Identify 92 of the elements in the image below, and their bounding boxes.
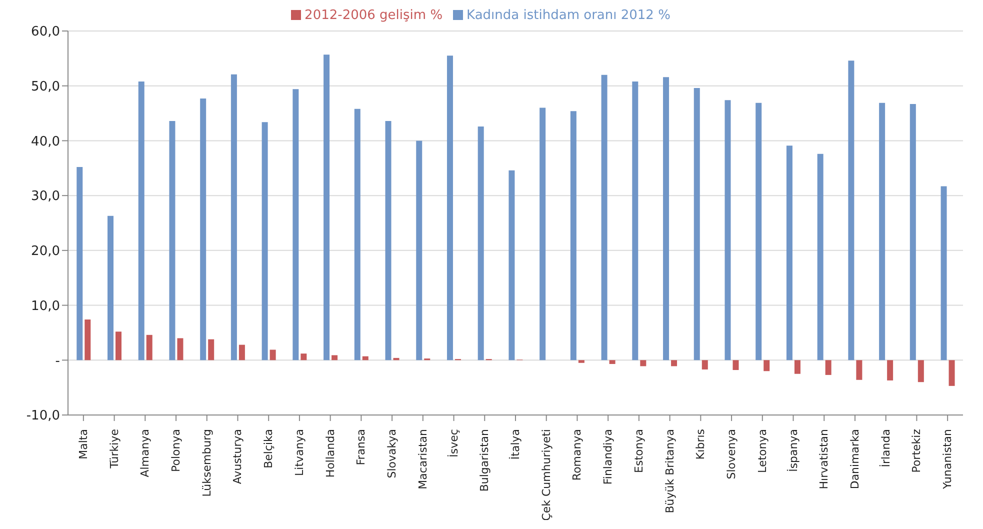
bar (416, 140, 422, 360)
bar (764, 360, 770, 372)
x-tick-label: Malta (76, 429, 90, 460)
bar (694, 88, 700, 360)
bar (354, 108, 360, 360)
x-tick-label: Finlandiya (602, 429, 615, 485)
bar (609, 360, 616, 364)
x-tick-label: Kıbrıs (694, 428, 708, 460)
x-tick-label: Türkiye (108, 428, 121, 470)
x-tick-label: Letonya (756, 429, 769, 473)
x-tick-label: Portekiz (910, 428, 924, 473)
bar (446, 56, 453, 360)
bar (578, 360, 584, 363)
x-tick-label: İrlanda (878, 429, 892, 468)
bar (385, 120, 392, 360)
bar (632, 81, 638, 360)
bar (663, 77, 670, 360)
bar (208, 339, 214, 360)
bar (508, 170, 515, 360)
y-tick-label: 20,0 (31, 244, 60, 260)
bar (570, 111, 576, 360)
bar (887, 360, 894, 380)
bar (324, 54, 330, 360)
x-tick-label: İtalya (508, 429, 522, 460)
x-tick-label: Hırvatistan (818, 428, 831, 490)
x-tick-label: Estonya (632, 429, 646, 473)
bar (724, 100, 731, 360)
x-tick-label: Macaristan (416, 428, 430, 490)
legend-label: Kadında istihdam oranı 2012 % (466, 8, 670, 23)
bar (817, 154, 824, 360)
y-tick-label: 50,0 (31, 79, 60, 94)
x-tick-label: İspanya (786, 429, 800, 472)
x-tick-label: İsveç (446, 429, 460, 458)
x-tick-label: Büyük Britanya (663, 429, 676, 514)
x-tick-label: Hollanda (324, 429, 337, 478)
bar (332, 355, 338, 360)
bar (238, 344, 245, 360)
legend-label: 2012-2006 gelişim % (304, 8, 443, 23)
x-tick-label: Slovenya (725, 429, 738, 480)
bar (177, 338, 184, 360)
bar (601, 74, 608, 360)
bar (262, 122, 268, 360)
bar (825, 360, 832, 375)
x-tick-label: Slovakya (386, 429, 399, 478)
y-tick-label: 40,0 (31, 134, 60, 150)
y-tick-label: - (55, 354, 60, 369)
bar (948, 360, 955, 386)
bar (732, 360, 739, 370)
x-tick-label: Litvanya (292, 429, 306, 476)
bar (794, 360, 800, 374)
y-tick-label: 30,0 (31, 189, 60, 204)
bar (910, 104, 916, 360)
bar (879, 102, 886, 360)
x-tick-label: Fransa (354, 429, 368, 466)
bar (84, 320, 91, 360)
x-tick-label: Bulgaristan (478, 428, 492, 492)
x-tick-label: Almanya (138, 429, 152, 478)
bar (856, 360, 862, 380)
bar (702, 360, 708, 370)
x-tick-label: Danimarka (848, 429, 862, 490)
bar (76, 167, 83, 360)
bar (540, 108, 546, 360)
bar (200, 98, 206, 360)
x-tick-label: Polonya (170, 429, 183, 472)
y-tick-label: -10,0 (26, 408, 60, 424)
bar (230, 74, 237, 360)
x-tick-label: Yunanistan (941, 428, 954, 490)
bar (918, 360, 924, 382)
x-tick-label: Avusturya (231, 429, 244, 484)
bar (169, 120, 176, 360)
y-tick-label: 10,0 (31, 298, 60, 314)
bar (640, 360, 646, 366)
bar (940, 186, 947, 360)
bar (292, 89, 299, 360)
x-tick-label: Belçika (262, 429, 276, 468)
bar (393, 358, 400, 360)
bar (138, 81, 144, 360)
bar (300, 354, 307, 360)
bar (270, 350, 276, 360)
bar (848, 60, 854, 360)
bar (108, 216, 114, 360)
bar (786, 146, 792, 360)
x-tick-label: Romanya (570, 429, 584, 481)
bar (116, 332, 122, 360)
bar (362, 356, 368, 360)
bar (756, 102, 762, 360)
x-tick-label: Lüksemburg (200, 429, 214, 497)
bar (478, 126, 484, 360)
bar (146, 334, 152, 360)
x-tick-label: Çek Cumhuriyeti (540, 429, 553, 521)
y-tick-label: 60,0 (31, 24, 60, 40)
bar (671, 360, 678, 366)
